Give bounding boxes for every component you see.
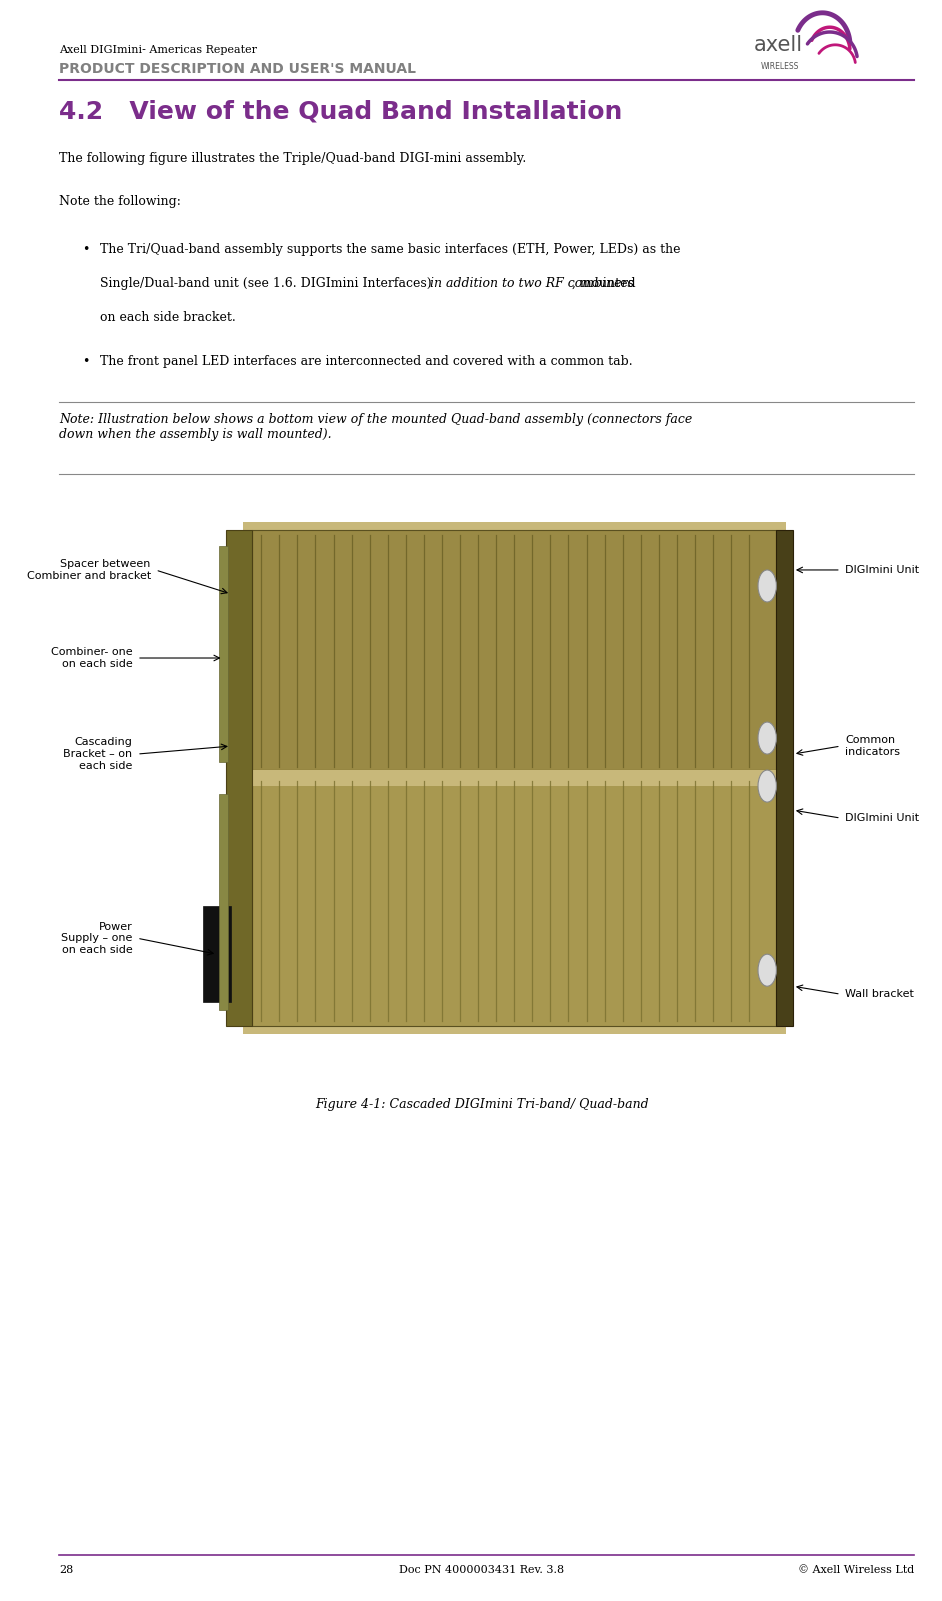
Bar — [243, 522, 786, 1034]
Text: Note: Illustration below shows a bottom view of the mounted Quad-band assembly (: Note: Illustration below shows a bottom … — [58, 413, 692, 440]
Text: Power
Supply – one
on each side: Power Supply – one on each side — [61, 922, 133, 954]
Bar — [219, 794, 228, 1010]
Bar — [252, 770, 776, 786]
Circle shape — [758, 722, 776, 754]
Text: Note the following:: Note the following: — [58, 195, 181, 208]
Text: WIRELESS: WIRELESS — [761, 62, 799, 72]
Text: in addition to two RF combiners: in addition to two RF combiners — [430, 277, 633, 290]
Text: Axell DIGImini- Americas Repeater: Axell DIGImini- Americas Repeater — [58, 45, 257, 54]
Text: •: • — [82, 243, 89, 256]
Bar — [776, 530, 793, 1026]
Text: Cascading
Bracket – on
each side: Cascading Bracket – on each side — [63, 738, 133, 770]
Text: DIGImini Unit: DIGImini Unit — [845, 813, 919, 823]
Text: The front panel LED interfaces are interconnected and covered with a common tab.: The front panel LED interfaces are inter… — [100, 355, 633, 368]
Bar — [226, 530, 252, 1026]
Bar — [219, 546, 228, 762]
Text: •: • — [82, 355, 89, 368]
Text: , mounted: , mounted — [572, 277, 636, 290]
Text: 4.2   View of the Quad Band Installation: 4.2 View of the Quad Band Installation — [58, 99, 623, 123]
Text: Common
indicators: Common indicators — [845, 735, 901, 757]
Text: Combiner- one
on each side: Combiner- one on each side — [51, 647, 133, 669]
Circle shape — [758, 570, 776, 602]
Text: Spacer between
Combiner and bracket: Spacer between Combiner and bracket — [26, 559, 151, 581]
Circle shape — [758, 770, 776, 802]
Text: © Axell Wireless Ltd: © Axell Wireless Ltd — [798, 1566, 915, 1575]
Text: axell: axell — [754, 35, 803, 54]
Text: on each side bracket.: on each side bracket. — [100, 311, 236, 323]
Bar — [203, 906, 231, 1002]
Text: Single/Dual-band unit (see 1.6. DIGImini Interfaces): Single/Dual-band unit (see 1.6. DIGImini… — [100, 277, 436, 290]
Text: Doc PN 4000003431 Rev. 3.8: Doc PN 4000003431 Rev. 3.8 — [399, 1566, 564, 1575]
Circle shape — [758, 954, 776, 986]
Text: The Tri/Quad-band assembly supports the same basic interfaces (ETH, Power, LEDs): The Tri/Quad-band assembly supports the … — [100, 243, 681, 256]
Bar — [252, 778, 776, 1026]
Text: DIGImini Unit: DIGImini Unit — [845, 565, 919, 575]
Text: Wall bracket: Wall bracket — [845, 989, 915, 999]
Text: Figure 4-1: Cascaded DIGImini Tri-band/ Quad-band: Figure 4-1: Cascaded DIGImini Tri-band/ … — [316, 1098, 649, 1111]
Text: 28: 28 — [58, 1566, 73, 1575]
Bar — [252, 530, 776, 770]
Text: PRODUCT DESCRIPTION AND USER'S MANUAL: PRODUCT DESCRIPTION AND USER'S MANUAL — [58, 62, 415, 77]
Text: The following figure illustrates the Triple/Quad-band DIGI-mini assembly.: The following figure illustrates the Tri… — [58, 152, 526, 165]
